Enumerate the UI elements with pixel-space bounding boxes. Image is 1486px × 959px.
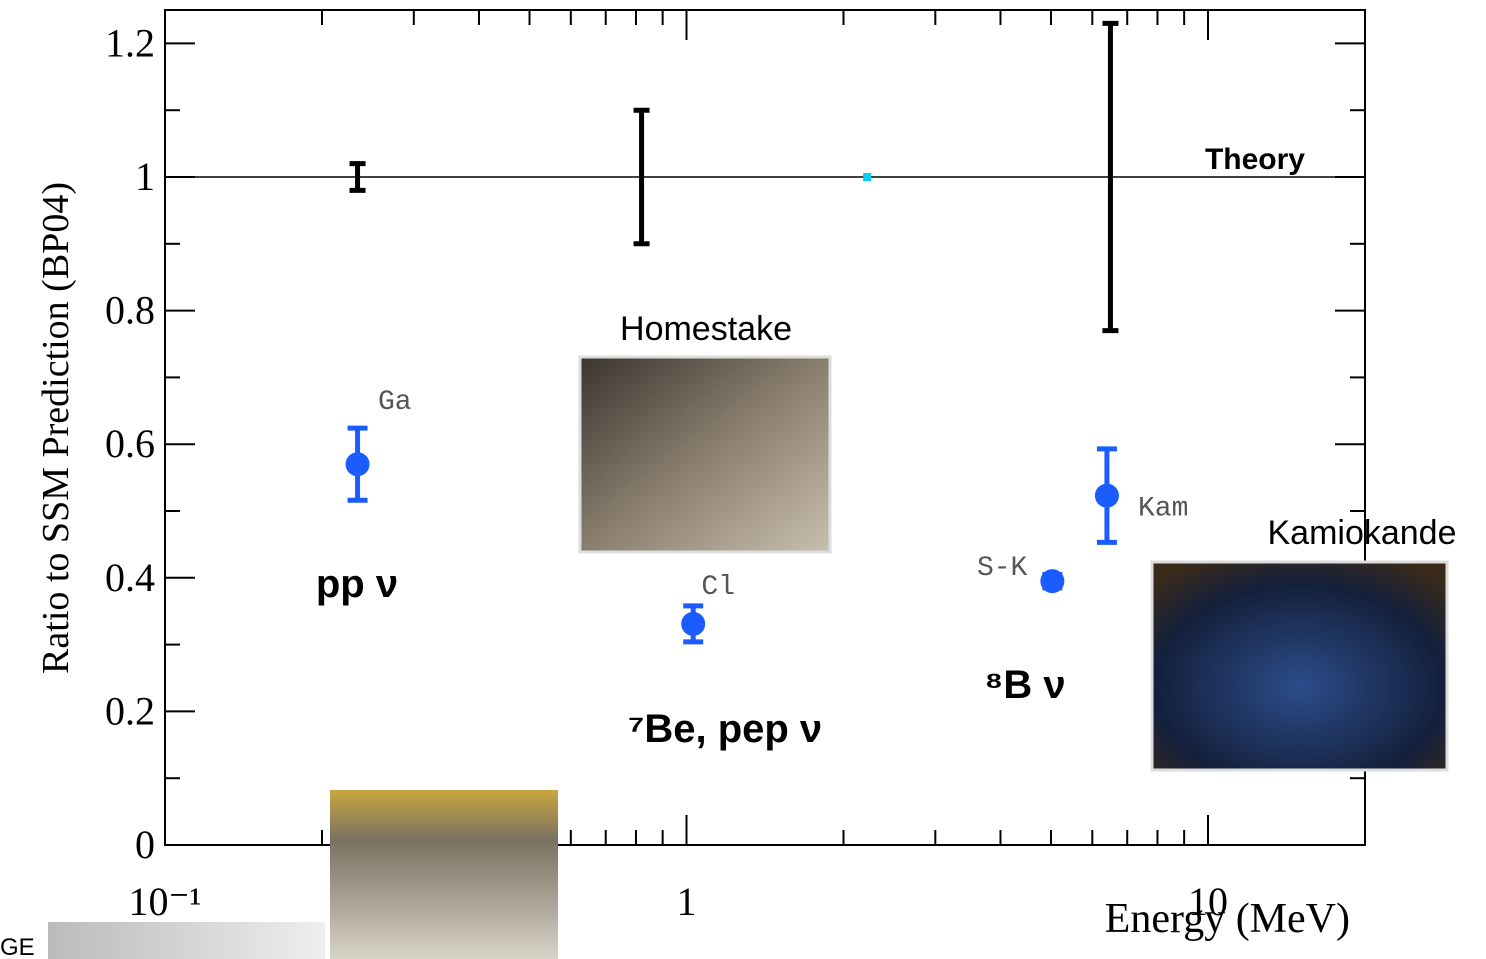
photo	[1152, 562, 1447, 770]
annotation: pp ν	[316, 562, 398, 606]
y-tick-label: 0.2	[105, 688, 155, 733]
photo-caption: GE	[0, 934, 35, 959]
photo-caption: Kamiokande	[1267, 514, 1456, 552]
data-point	[681, 612, 705, 636]
y-tick-label: 0.8	[105, 288, 155, 333]
data-point	[863, 173, 871, 181]
point-label: Ga	[378, 387, 412, 418]
y-tick-label: 0.6	[105, 421, 155, 466]
y-tick-label: 0.4	[105, 555, 155, 600]
x-tick-label: 10⁻¹	[128, 879, 201, 924]
chart: Ratio to SSM Prediction (BP04) Energy (M…	[0, 0, 1486, 959]
photo-caption: Homestake	[620, 310, 792, 348]
y-tick-label: 0	[135, 822, 155, 867]
x-tick-label: 10	[1188, 879, 1228, 924]
photo	[330, 790, 558, 959]
data-point	[1040, 569, 1064, 593]
data-point	[346, 452, 370, 476]
reference-label: Theory	[1205, 143, 1305, 176]
photo	[580, 357, 830, 552]
annotation: ⁷Be, pep ν	[628, 707, 822, 751]
point-label: S-K	[977, 553, 1028, 584]
point-label: Kam	[1138, 494, 1188, 525]
point-label: Cl	[701, 572, 735, 603]
annotation: ⁸B ν	[984, 663, 1065, 707]
y-tick-label: 1.2	[105, 20, 155, 65]
photo	[48, 922, 325, 959]
data-point	[1095, 484, 1119, 508]
x-tick-label: 1	[677, 879, 697, 924]
y-axis-label: Ratio to SSM Prediction (BP04)	[35, 182, 77, 674]
y-tick-label: 1	[135, 154, 155, 199]
